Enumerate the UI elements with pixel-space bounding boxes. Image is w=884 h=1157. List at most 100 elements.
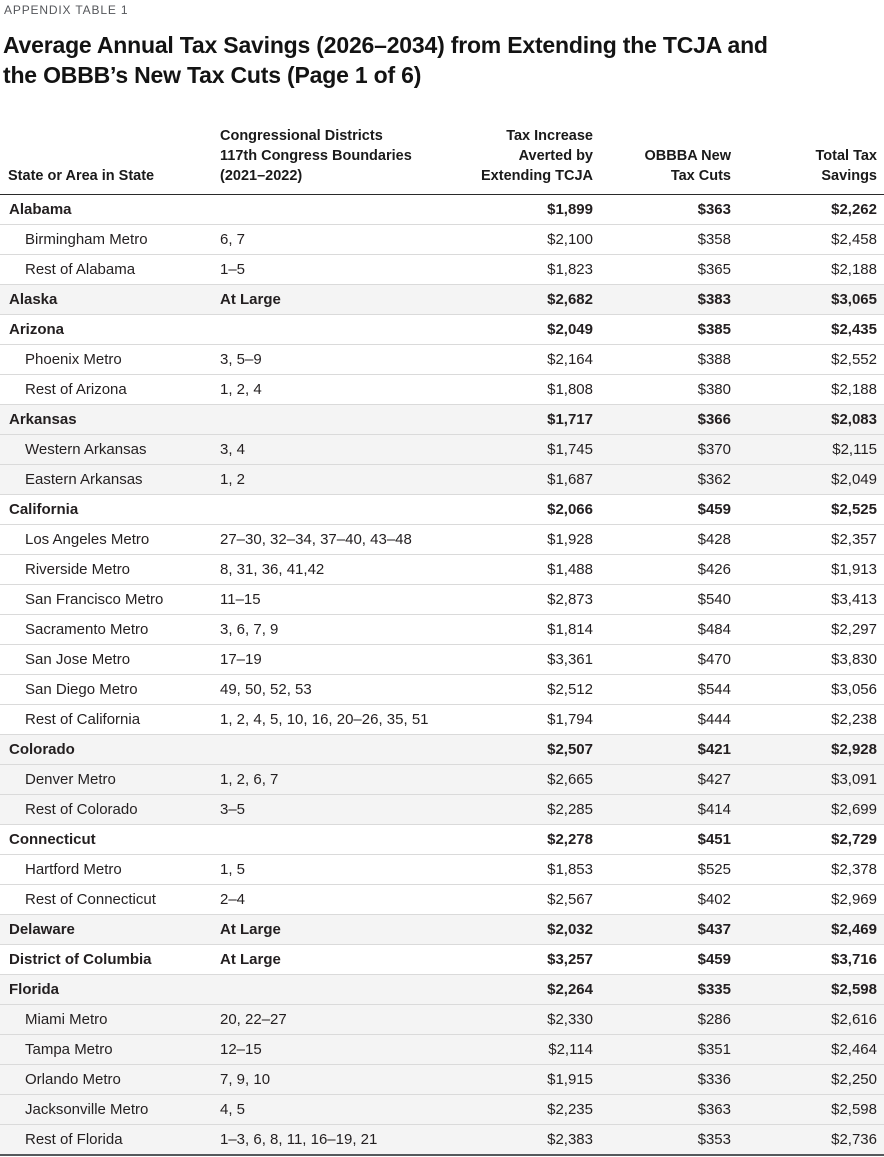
tcja-cell: $1,687 [462,464,600,495]
table-row: San Diego Metro 49, 50, 52, 53 $2,512 $5… [0,674,884,705]
tcja-cell: $1,814 [462,614,600,645]
col-header-tcja-averted: Tax Increase Averted by Extending TCJA [462,90,600,195]
total-cell: $2,699 [738,794,884,825]
area-cell: San Francisco Metro [0,584,212,615]
area-cell: Alabama [9,201,72,218]
table-row: Miami Metro 20, 22–27 $2,330 $286 $2,616 [0,1004,884,1035]
table-row: Arizona $2,049 $385 $2,435 [0,314,884,345]
total-cell: $2,297 [738,614,884,645]
districts-cell: At Large [212,944,462,975]
tcja-cell: $2,383 [462,1124,600,1155]
total-cell: $2,469 [738,914,884,945]
obbba-cell: $459 [600,944,738,975]
col-header-total-savings: Total Tax Savings [738,90,884,195]
total-cell: $2,525 [738,494,884,525]
obbba-cell: $402 [600,884,738,915]
obbba-cell: $370 [600,434,738,465]
districts-cell [212,404,462,435]
districts-cell [212,734,462,765]
obbba-cell: $444 [600,704,738,735]
tcja-cell: $2,114 [462,1034,600,1065]
obbba-cell: $426 [600,554,738,585]
districts-cell: 3–5 [212,794,462,825]
obbba-cell: $459 [600,494,738,525]
area-cell: Rest of Florida [0,1124,212,1155]
obbba-cell: $286 [600,1004,738,1035]
table-row: Denver Metro 1, 2, 6, 7 $2,665 $427 $3,0… [0,764,884,795]
districts-cell [212,314,462,345]
tcja-cell: $1,808 [462,374,600,405]
table-row: Los Angeles Metro 27–30, 32–34, 37–40, 4… [0,524,884,555]
area-cell: Rest of Alabama [0,254,212,285]
table-body: Alabama $1,899 $363 $2,262 Birmingham Me… [0,195,884,1155]
tcja-cell: $2,164 [462,344,600,375]
obbba-cell: $358 [600,224,738,255]
table-header: State or Area in State Congressional Dis… [0,90,884,195]
table-row: Connecticut $2,278 $451 $2,729 [0,824,884,855]
obbba-cell: $388 [600,344,738,375]
area-cell: Florida [0,974,212,1005]
area-cell: Alaska [0,284,212,315]
tcja-cell: $1,928 [462,524,600,555]
tcja-cell: $2,235 [462,1094,600,1125]
table-row: Rest of Florida 1–3, 6, 8, 11, 16–19, 21… [0,1124,884,1155]
districts-cell: 7, 9, 10 [212,1064,462,1095]
table-row: Rest of California 1, 2, 4, 5, 10, 16, 2… [0,704,884,735]
total-cell: $3,091 [738,764,884,795]
districts-cell: 27–30, 32–34, 37–40, 43–48 [212,524,462,555]
area-cell: Arizona [0,314,212,345]
total-cell: $2,188 [738,254,884,285]
districts-cell: 3, 5–9 [212,344,462,375]
area-cell: Rest of Connecticut [0,884,212,915]
obbba-cell: $363 [600,1094,738,1125]
tcja-cell: $1,899 [547,201,593,218]
districts-cell: 1, 2, 4, 5, 10, 16, 20–26, 35, 51 [212,704,462,735]
table-row: Orlando Metro 7, 9, 10 $1,915 $336 $2,25… [0,1064,884,1095]
districts-cell: 17–19 [212,644,462,675]
obbba-cell: $437 [600,914,738,945]
tcja-cell: $1,853 [462,854,600,885]
obbba-cell: $544 [600,674,738,705]
districts-cell: 1, 2, 6, 7 [212,764,462,795]
col-header-districts: Congressional Districts 117th Congress B… [212,90,462,195]
table-row: Tampa Metro 12–15 $2,114 $351 $2,464 [0,1034,884,1065]
table-row: California $2,066 $459 $2,525 [0,494,884,525]
area-cell: Riverside Metro [0,554,212,585]
area-cell: Eastern Arkansas [0,464,212,495]
total-cell: $2,458 [738,224,884,255]
tcja-cell: $2,873 [462,584,600,615]
districts-cell: 1–5 [212,254,462,285]
total-cell: $3,830 [738,644,884,675]
total-cell: $2,464 [738,1034,884,1065]
area-cell: Delaware [0,914,212,945]
tcja-cell: $2,285 [462,794,600,825]
table-row: Rest of Alabama 1–5 $1,823 $365 $2,188 [0,254,884,285]
area-cell: Rest of California [0,704,212,735]
obbba-cell: $366 [600,404,738,435]
total-cell: $2,598 [738,1094,884,1125]
districts-cell [212,494,462,525]
obbba-cell: $380 [600,374,738,405]
obbba-cell: $421 [600,734,738,765]
area-cell: Western Arkansas [0,434,212,465]
header-row: State or Area in State Congressional Dis… [0,90,884,195]
tcja-cell: $2,507 [462,734,600,765]
table-row: Hartford Metro 1, 5 $1,853 $525 $2,378 [0,854,884,885]
tcja-cell: $1,915 [462,1064,600,1095]
table-row: Sacramento Metro 3, 6, 7, 9 $1,814 $484 … [0,614,884,645]
table-row: Eastern Arkansas 1, 2 $1,687 $362 $2,049 [0,464,884,495]
obbba-cell: $428 [600,524,738,555]
districts-cell [212,974,462,1005]
obbba-cell: $383 [600,284,738,315]
total-cell: $3,065 [738,284,884,315]
districts-cell: 2–4 [212,884,462,915]
table-row: Rest of Arizona 1, 2, 4 $1,808 $380 $2,1… [0,374,884,405]
total-cell: $2,729 [738,824,884,855]
total-cell: $1,913 [738,554,884,585]
area-cell: Jacksonville Metro [0,1094,212,1125]
districts-cell: 8, 31, 36, 41,42 [212,554,462,585]
obbba-cell: $335 [600,974,738,1005]
total-cell: $2,115 [738,434,884,465]
total-cell: $2,188 [738,374,884,405]
report-page: APPENDIX TABLE 1 Average Annual Tax Savi… [0,3,884,1156]
